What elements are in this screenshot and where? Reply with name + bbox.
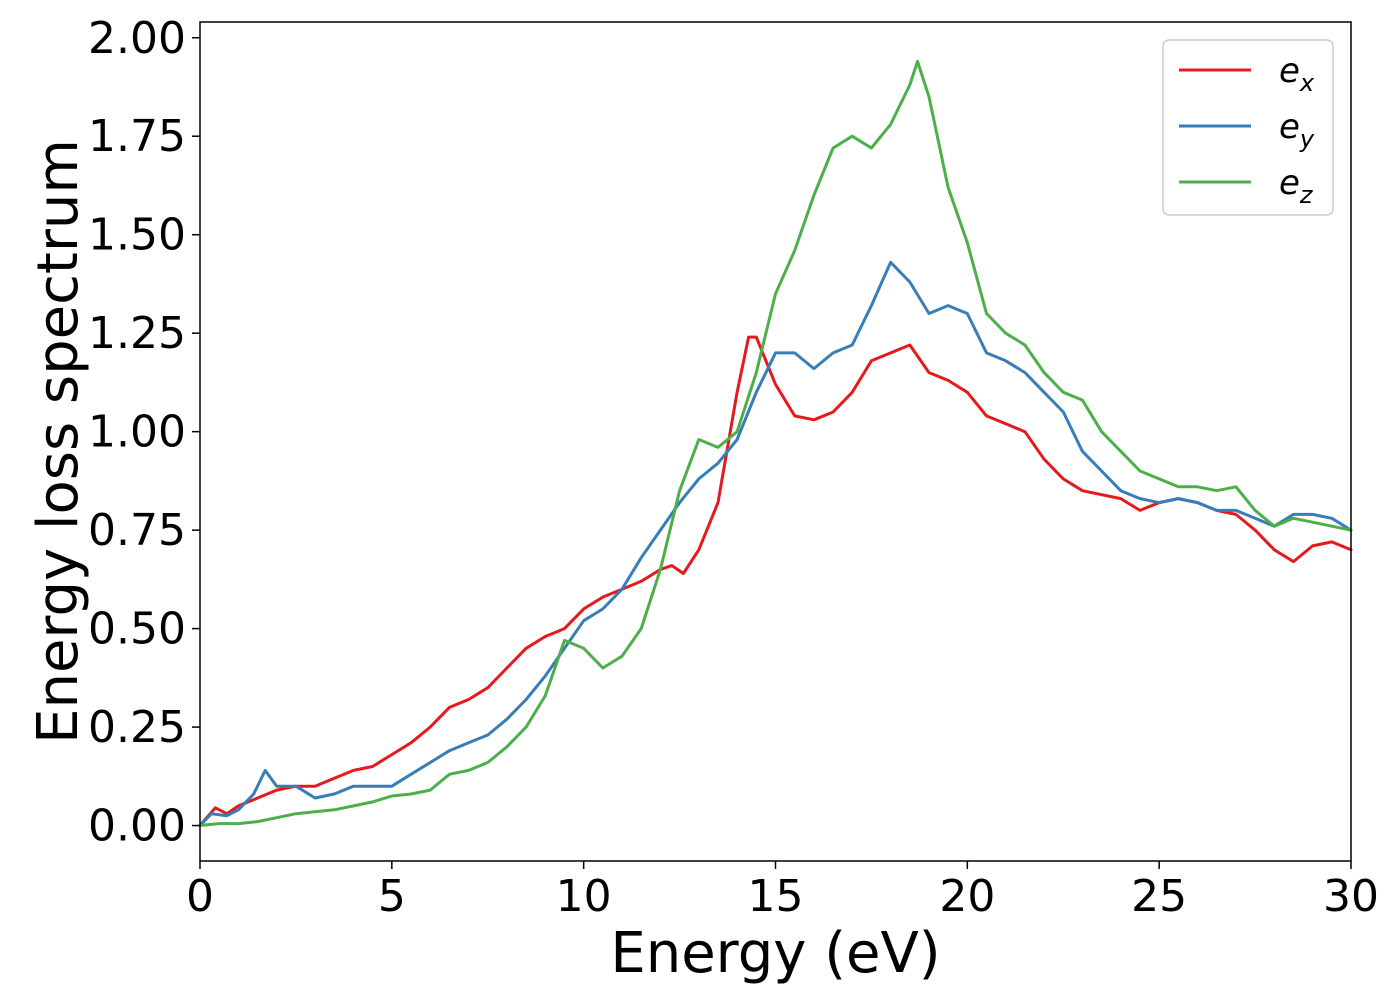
y-tick-label: 0.25 (88, 702, 186, 753)
y-axis-ticks: 0.00 0.25 0.50 0.75 1.00 1.25 1.50 1.75 2.00 (88, 13, 200, 852)
y-tick-label: 1.50 (88, 210, 186, 261)
x-tick-label: 5 (378, 871, 406, 922)
y-tick-label: 0.00 (88, 801, 186, 852)
y-tick-label: 1.00 (88, 407, 186, 458)
y-axis-title: Energy loss spectrum (26, 139, 91, 744)
y-tick-label: 1.25 (88, 308, 186, 359)
y-tick-label: 1.75 (88, 111, 186, 162)
series-layer (198, 59, 1353, 827)
x-tick-label: 10 (556, 871, 612, 922)
x-tick-label: 15 (748, 871, 804, 922)
x-tick-label: 25 (1131, 871, 1187, 922)
series-line-x (198, 335, 1353, 827)
series-line-y (198, 260, 1353, 827)
y-tick-label: 0.50 (88, 604, 186, 655)
x-tick-label: 30 (1323, 871, 1379, 922)
x-axis-title: Energy (eV) (610, 921, 940, 986)
y-tick-label: 0.75 (88, 505, 186, 556)
x-tick-label: 20 (939, 871, 995, 922)
x-axis-ticks: 0 5 10 15 20 25 30 (186, 861, 1379, 922)
series-line-z (198, 59, 1353, 827)
x-tick-label: 0 (186, 871, 214, 922)
y-tick-label: 2.00 (88, 13, 186, 64)
